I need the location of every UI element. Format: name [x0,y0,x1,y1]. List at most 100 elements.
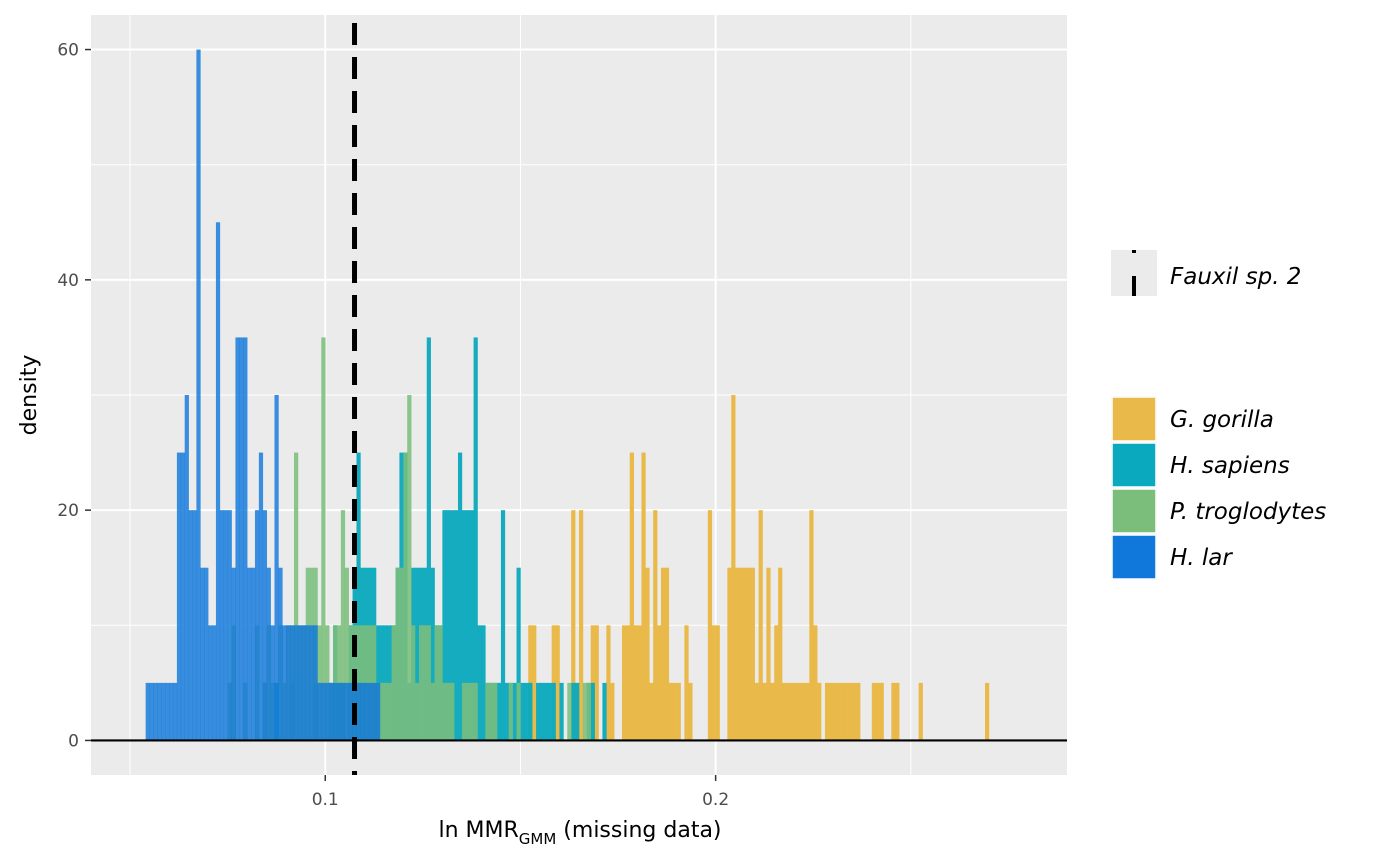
y-tick-label: 20 [57,501,79,521]
bar-h-sapiens [473,337,478,741]
bar-g-gorilla [606,625,611,741]
bar-h-lar [192,510,197,741]
bar-p-troglodytes [379,682,385,741]
bar-p-troglodytes [340,510,346,741]
bar-h-lar [196,49,201,741]
bar-p-troglodytes [485,682,490,741]
legend-swatch-h-lar [1111,534,1157,580]
bar-p-troglodytes [344,567,349,741]
bar-p-troglodytes [461,682,467,741]
bar-g-gorilla [684,625,689,741]
bar-h-lar [200,567,205,741]
bar-g-gorilla [629,452,634,741]
bar-h-lar [329,682,334,741]
bar-p-troglodytes [438,625,443,741]
y-axis-ticks: 0 20 40 60 [57,41,91,751]
bar-h-sapiens [442,510,447,741]
y-axis-title: density [17,355,42,436]
bar-h-sapiens [528,682,533,741]
bar-h-lar [340,682,346,741]
bar-g-gorilla [774,625,779,741]
bar-g-gorilla [750,567,755,741]
bar-g-gorilla [797,682,802,741]
bar-g-gorilla [766,567,771,741]
legend-reference-line: Fauxil sp. 2 [1111,250,1301,296]
bar-g-gorilla [664,567,670,741]
bar-h-sapiens [430,567,435,741]
bar-h-lar [282,625,287,741]
bar-g-gorilla [805,682,810,741]
bar-h-sapiens [461,510,467,741]
bar-g-gorilla [742,567,748,741]
bar-h-sapiens [356,452,361,741]
bar-p-troglodytes [387,682,392,741]
x-axis-title-subscript: GMM [519,830,557,848]
bar-g-gorilla [645,567,650,741]
bar-h-lar [262,510,267,741]
bar-g-gorilla [610,682,615,741]
bar-h-lar [254,510,260,741]
bar-g-gorilla [594,625,599,741]
bar-g-gorilla [813,625,818,741]
bar-h-lar [266,567,271,741]
x-axis-title-suffix: (missing data) [556,818,721,843]
bar-p-troglodytes [399,567,404,741]
bar-p-troglodytes [391,625,396,741]
bar-h-lar [172,682,178,741]
bar-g-gorilla [735,567,740,741]
x-tick-label: 0.1 [312,790,339,810]
bar-h-lar [251,567,256,741]
bar-g-gorilla [731,395,736,741]
bar-g-gorilla [653,510,658,741]
bar-h-lar [235,337,240,741]
bar-h-lar [204,567,209,741]
legend-label-h-sapiens: H. sapiens [1170,453,1290,479]
bar-h-lar [215,222,221,741]
bar-h-lar [356,682,361,741]
bar-h-sapiens [547,682,552,741]
bar-g-gorilla [633,625,638,741]
bar-h-sapiens [504,682,510,741]
legend-label-p-troglodytes: P. troglodytes [1170,499,1326,525]
bar-p-troglodytes [422,625,428,741]
bar-g-gorilla [579,510,584,741]
bar-h-lar [297,625,303,741]
bar-h-lar [239,337,244,741]
bar-g-gorilla [778,567,783,741]
bar-h-sapiens [477,625,482,741]
bar-g-gorilla [848,682,853,741]
bar-p-troglodytes [473,682,478,741]
bar-p-troglodytes [442,682,447,741]
bar-h-lar [321,682,326,741]
x-tick-label: 0.2 [702,790,729,810]
bar-g-gorilla [758,510,763,741]
bar-h-lar [145,682,150,741]
bar-h-lar [157,682,162,741]
bar-h-lar [344,682,349,741]
bar-g-gorilla [668,682,673,741]
bar-g-gorilla [770,682,775,741]
bar-p-troglodytes [426,625,431,741]
bar-h-sapiens [415,567,420,741]
bar-h-sapiens [536,682,541,741]
legend-swatch-p-troglodytes [1111,488,1157,534]
bar-h-lar [243,337,248,741]
bar-h-sapiens [575,682,580,741]
bar-g-gorilla [672,682,677,741]
bar-g-gorilla [891,682,896,741]
bar-p-troglodytes [411,625,416,741]
bar-g-gorilla [754,682,759,741]
bar-p-troglodytes [383,682,389,741]
bar-h-lar [219,510,225,741]
bar-h-lar [223,510,228,741]
bar-h-sapiens [590,682,595,741]
bar-g-gorilla [789,682,795,741]
bar-p-troglodytes [434,625,439,741]
bar-h-lar [333,682,338,741]
bar-g-gorilla [985,682,990,741]
bar-h-lar [286,625,291,741]
bar-h-sapiens [454,510,459,741]
x-axis-title: ln MMRGMM (missing data) [438,818,721,848]
bar-h-lar [313,625,318,741]
